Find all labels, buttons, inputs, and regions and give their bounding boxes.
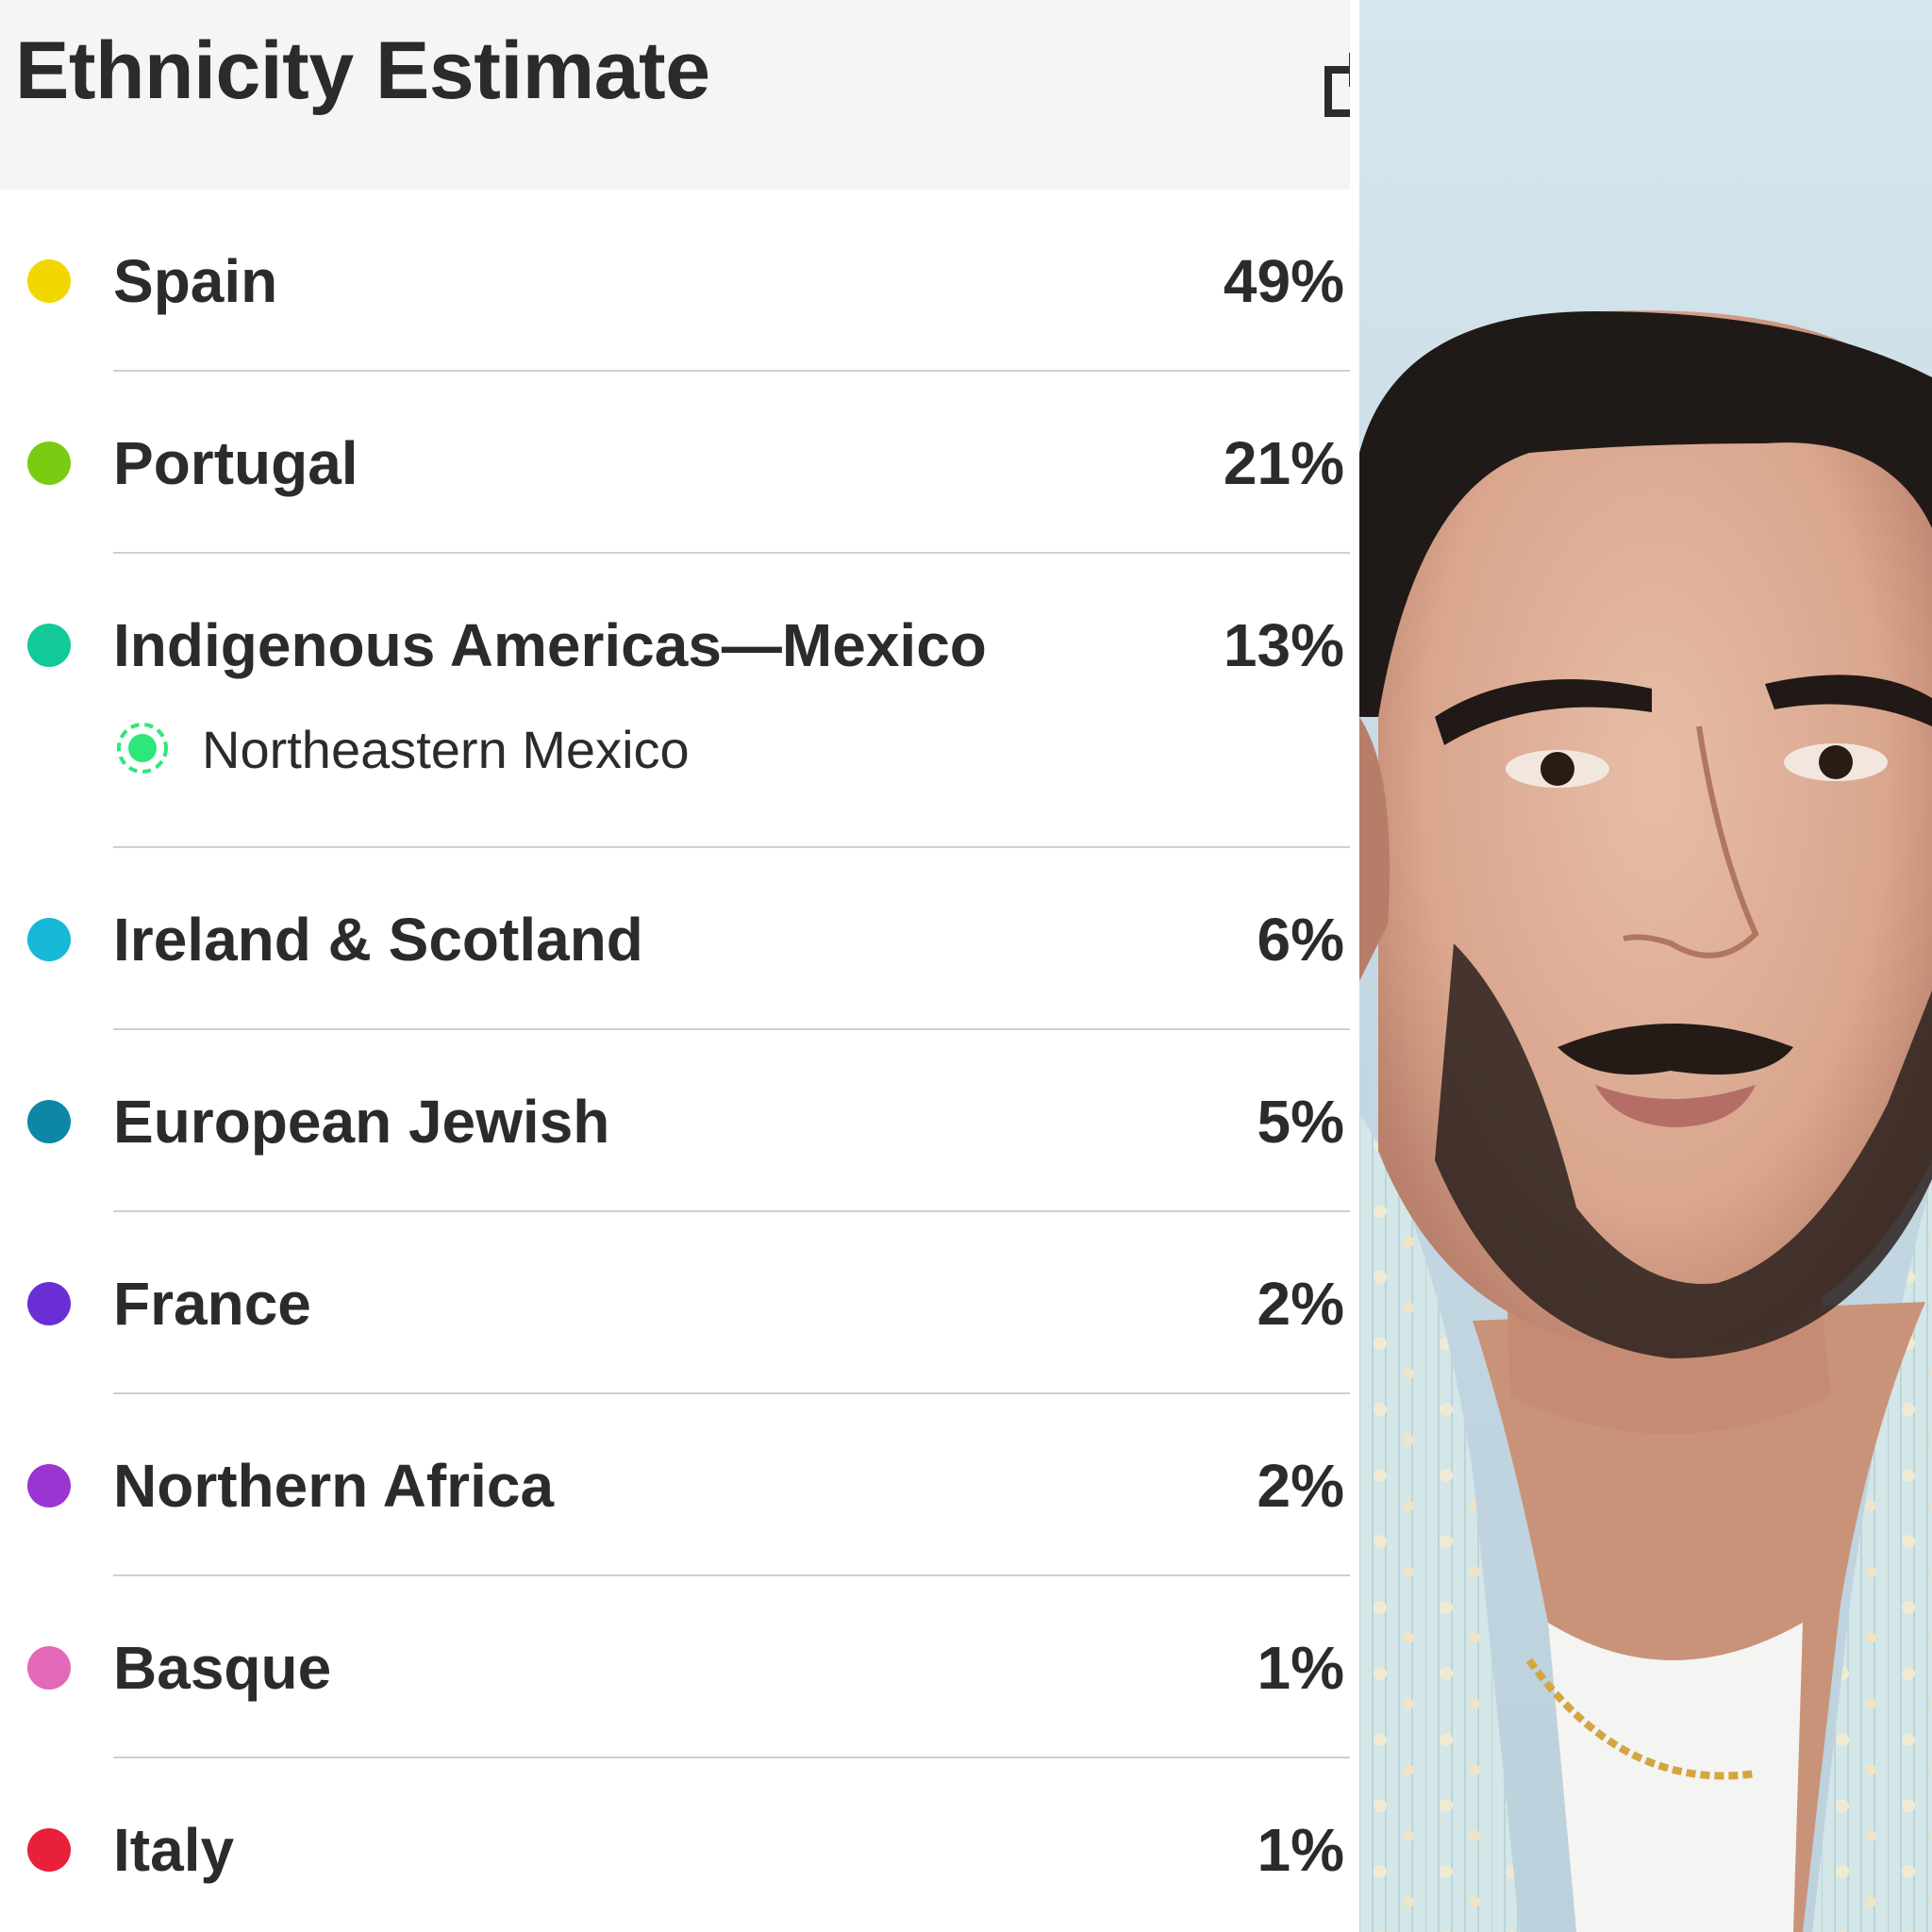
region-row-basque[interactable]: Basque 1% <box>0 1576 1350 1758</box>
sub-region-item[interactable]: Northeastern Mexico <box>0 720 1350 848</box>
region-color-dot <box>27 1282 71 1325</box>
share-icon[interactable] <box>1324 49 1350 119</box>
region-percent: 49% <box>1223 247 1344 315</box>
region-color-dot <box>27 259 71 303</box>
region-row-spain[interactable]: Spain 49% <box>0 190 1350 372</box>
region-color-dot <box>27 1646 71 1690</box>
region-name: Indigenous Americas—Mexico <box>113 611 987 679</box>
region-color-dot <box>27 918 71 961</box>
region-row-france[interactable]: France 2% <box>0 1212 1350 1394</box>
row-divider <box>113 1574 1350 1576</box>
community-icon <box>115 721 170 775</box>
region-name: Basque <box>113 1634 332 1702</box>
portrait-photo <box>1359 0 1932 1932</box>
region-percent: 6% <box>1257 906 1345 974</box>
region-name: Portugal <box>113 429 358 497</box>
region-row-ireland-scotland[interactable]: Ireland & Scotland 6% <box>0 848 1350 1030</box>
page-title: Ethnicity Estimate <box>15 25 710 116</box>
region-name: Northern Africa <box>113 1452 555 1520</box>
region-percent: 5% <box>1257 1088 1345 1156</box>
region-percent: 2% <box>1257 1452 1345 1520</box>
region-percent: 13% <box>1223 611 1344 679</box>
region-percent: 21% <box>1223 429 1344 497</box>
row-divider <box>113 552 1350 554</box>
ethnicity-panel: Ethnicity Estimate Spain 49% Portugal 21… <box>0 0 1350 1932</box>
portrait-illustration <box>1359 0 1932 1932</box>
row-divider <box>113 1210 1350 1212</box>
region-row-portugal[interactable]: Portugal 21% <box>0 372 1350 554</box>
region-color-dot <box>27 1828 71 1872</box>
region-row-indigenous-americas-mexico[interactable]: Indigenous Americas—Mexico 13% Northeast… <box>0 554 1350 848</box>
region-name: European Jewish <box>113 1088 610 1156</box>
region-percent: 1% <box>1257 1816 1345 1884</box>
row-divider <box>113 846 1350 848</box>
region-color-dot <box>27 1100 71 1143</box>
row-divider <box>113 370 1350 372</box>
region-color-dot <box>27 624 71 667</box>
region-name: France <box>113 1270 311 1338</box>
sub-region-name: Northeastern Mexico <box>202 720 690 779</box>
region-row-european-jewish[interactable]: European Jewish 5% <box>0 1030 1350 1212</box>
region-color-dot <box>27 441 71 485</box>
panel-separator <box>1350 0 1359 1932</box>
region-name: Ireland & Scotland <box>113 906 643 974</box>
region-color-dot <box>27 1464 71 1507</box>
region-name: Italy <box>113 1816 235 1884</box>
region-percent: 2% <box>1257 1270 1345 1338</box>
region-row-italy[interactable]: Italy 1% <box>0 1758 1350 1932</box>
region-row-northern-africa[interactable]: Northern Africa 2% <box>0 1394 1350 1576</box>
region-list: Spain 49% Portugal 21% Indigenous Americ… <box>0 190 1350 1932</box>
row-divider <box>113 1028 1350 1030</box>
row-divider <box>113 1392 1350 1394</box>
region-percent: 1% <box>1257 1634 1345 1702</box>
header-bar: Ethnicity Estimate <box>0 0 1350 190</box>
region-name: Spain <box>113 247 278 315</box>
row-divider <box>113 1757 1350 1758</box>
